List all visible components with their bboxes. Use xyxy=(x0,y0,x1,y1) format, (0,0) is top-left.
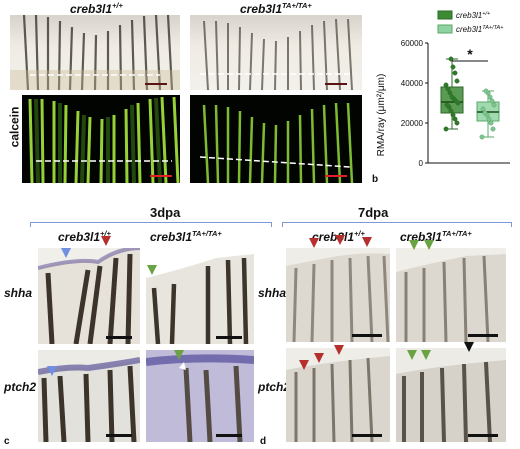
panel-a-row-label-calcein: calcein xyxy=(7,106,22,148)
panel-c-ptch2-wt xyxy=(38,350,140,442)
arrow-green-c-shha xyxy=(147,265,157,275)
panel-c-ptch2-mutant xyxy=(146,350,254,442)
panel-a-col1-title: creb3l1+/+ xyxy=(70,1,123,16)
panel-d-ptch2-mutant xyxy=(396,348,506,442)
white-arrowhead-icon xyxy=(179,362,186,370)
panel-a-brightfield-mutant xyxy=(190,15,362,90)
arrow-green-c-ptch2 xyxy=(174,350,184,360)
fin-rays-calcein-mutant xyxy=(199,102,354,183)
panel-c-col1-title: creb3l1+/+ xyxy=(58,229,111,244)
fin-rays-d-shha-mutant xyxy=(396,254,506,342)
data-point xyxy=(448,56,454,62)
arrow-red-c-shha xyxy=(101,236,111,246)
panel-a-letter: a xyxy=(4,172,10,183)
arrow-red-d-ptch2-3 xyxy=(334,345,344,355)
arrow-red-d-shha-3 xyxy=(362,237,372,247)
arrow-blue-c-ptch2 xyxy=(47,366,57,376)
arrow-green-d-shha-1 xyxy=(409,240,419,250)
arrow-red-d-ptch2-2 xyxy=(314,353,324,363)
data-point xyxy=(489,98,495,104)
panel-d-shha-mutant xyxy=(396,248,506,342)
legend-swatch-wt xyxy=(437,10,453,20)
y-tick-label: 0 xyxy=(419,159,424,168)
data-point xyxy=(452,70,458,76)
fin-rays-d-ptch2-mutant xyxy=(396,360,506,442)
fin-rays-d-shha-wt xyxy=(286,253,390,342)
legend-label-mutant: creb3l1TA+/TA+ xyxy=(456,25,504,34)
fin-rays-brightfield-wt xyxy=(10,15,180,90)
panel-d-ptch2-wt xyxy=(286,348,390,442)
data-point xyxy=(491,102,497,108)
legend-label-wt: creb3l1+/+ xyxy=(456,11,491,20)
data-point xyxy=(448,108,454,114)
panel-a-calcein-mutant xyxy=(190,95,362,183)
fin-rays-brightfield-mutant xyxy=(200,18,353,90)
fin-rays-d-ptch2-wt xyxy=(286,356,390,442)
panel-c-header: 3dpa xyxy=(150,205,181,220)
panel-a-brightfield-wt xyxy=(10,15,180,90)
panel-c-row-label-shha: shha xyxy=(4,286,33,300)
data-point xyxy=(488,120,494,126)
panel-c-col2-title: creb3l1TA+/TA+ xyxy=(150,229,222,244)
data-point xyxy=(444,102,450,108)
y-tick-label: 40000 xyxy=(401,79,424,88)
y-tick-label: 20000 xyxy=(401,119,424,128)
data-point xyxy=(450,64,456,70)
data-point xyxy=(454,78,460,84)
fin-rays-c-ptch2-wt xyxy=(38,357,140,442)
arrow-red-d-shha-1 xyxy=(309,238,319,248)
data-point xyxy=(479,134,485,140)
legend-swatch-mutant xyxy=(437,24,453,34)
panel-c-row-label-ptch2: ptch2 xyxy=(4,380,37,394)
data-point xyxy=(482,110,488,116)
rma-box-plot: RMA/ray (μm²/μm) 0 20000 40000 60000 * creb… xyxy=(376,10,510,168)
panel-d-header: 7dpa xyxy=(358,205,389,220)
fin-rays-calcein-wt xyxy=(28,96,180,183)
panel-b-letter: b xyxy=(372,174,379,185)
data-point xyxy=(445,86,451,92)
panel-c-shha-mutant xyxy=(146,248,254,344)
fin-rays-c-shha-mutant xyxy=(146,254,254,344)
data-point xyxy=(452,116,458,122)
fin-rays-c-shha-wt xyxy=(38,248,140,344)
arrow-green-d-shha-2 xyxy=(424,240,434,250)
panel-d-letter: d xyxy=(260,436,267,447)
panel-d-row-label-ptch2: ptch2 xyxy=(258,380,291,394)
arrow-green-d-ptch2-2 xyxy=(421,350,431,360)
panel-c-shha-wt xyxy=(38,248,140,344)
panel-a-calcein-wt xyxy=(22,95,180,183)
arrow-red-d-shha-2 xyxy=(335,235,345,245)
fin-rays-c-ptch2-mutant xyxy=(146,350,254,442)
significance-star: * xyxy=(467,46,473,62)
data-point xyxy=(487,94,493,100)
data-point xyxy=(450,112,456,118)
data-point xyxy=(443,82,449,88)
data-point xyxy=(443,126,449,132)
panel-d-shha-wt xyxy=(286,248,390,342)
panel-d-row-label-shha: shha xyxy=(258,286,287,300)
panel-a-col2-title: creb3l1TA+/TA+ xyxy=(240,1,312,16)
arrow-black-d-ptch2 xyxy=(464,342,474,352)
data-point xyxy=(483,88,489,94)
panel-c-letter: c xyxy=(4,436,10,447)
y-tick-label: 60000 xyxy=(401,39,424,48)
data-point xyxy=(486,116,492,122)
y-axis-label: RMA/ray (μm²/μm) xyxy=(376,74,387,157)
data-point xyxy=(490,126,496,132)
arrow-green-d-ptch2-1 xyxy=(407,350,417,360)
data-point xyxy=(454,120,460,126)
panel-c-bracket xyxy=(30,222,272,227)
arrow-blue-c-shha xyxy=(61,248,71,258)
data-point xyxy=(447,90,453,96)
panel-d-bracket xyxy=(282,222,512,227)
arrow-red-d-ptch2-1 xyxy=(299,360,309,370)
data-point xyxy=(449,94,455,100)
data-point xyxy=(480,106,486,112)
